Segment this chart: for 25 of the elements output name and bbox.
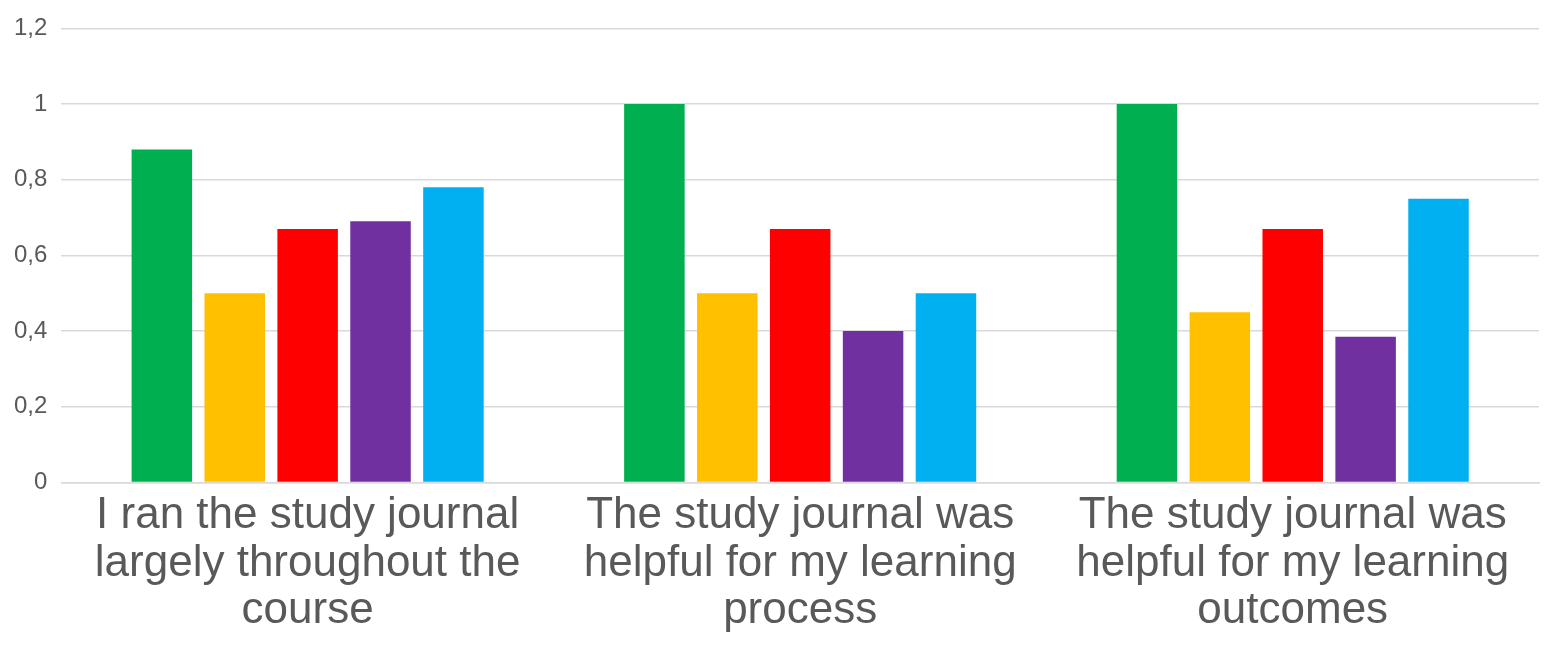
bar <box>915 293 977 482</box>
bar <box>204 293 265 482</box>
bar <box>277 228 338 482</box>
bar <box>1262 228 1323 482</box>
x-tick-label: I ran the study journal largely throughout the course <box>94 488 521 633</box>
bar <box>350 221 411 482</box>
y-tick-label: 0,8 <box>13 164 48 192</box>
y-tick-label: 0,2 <box>13 391 48 419</box>
x-tick-label: The study journal was helpful for my learning outcomes <box>1076 488 1510 633</box>
x-tick-label: The study journal was helpful for my learning process <box>583 488 1017 633</box>
y-tick-label: 1 <box>34 88 48 116</box>
bar <box>1116 104 1178 482</box>
bar <box>1335 336 1396 482</box>
bar <box>697 293 758 482</box>
bar <box>1189 312 1251 482</box>
bar <box>131 149 193 482</box>
y-tick-label: 1,2 <box>13 13 48 41</box>
bar <box>624 104 685 482</box>
y-tick-label: 0,4 <box>13 315 48 343</box>
bar <box>1408 198 1469 482</box>
y-tick-label: 0,6 <box>13 240 48 268</box>
bar <box>769 228 831 482</box>
y-tick-label: 0 <box>34 467 48 495</box>
bar <box>842 331 904 482</box>
bar <box>423 187 484 482</box>
